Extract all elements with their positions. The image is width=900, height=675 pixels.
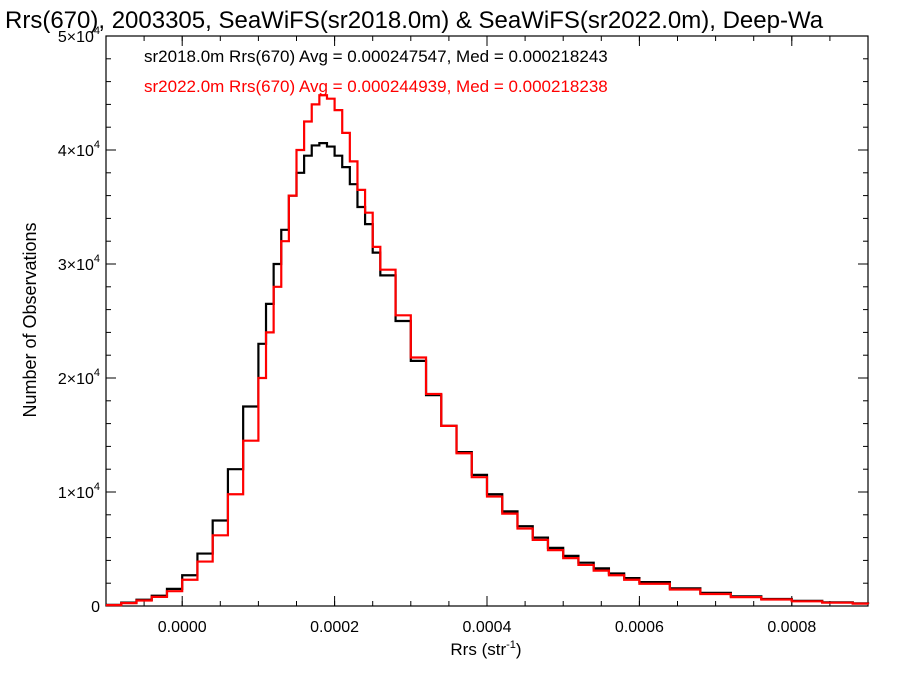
y-tick-base: 4×10 bbox=[58, 143, 94, 160]
y-tick-base: 0 bbox=[91, 599, 100, 616]
legend-entry: sr2022.0m Rrs(670) Avg = 0.000244939, Me… bbox=[144, 77, 608, 96]
y-tick-exponent: 4 bbox=[94, 481, 100, 493]
y-tick-label: 3×104 bbox=[58, 253, 100, 274]
y-tick-label: 4×104 bbox=[58, 139, 100, 160]
y-tick-label: 0 bbox=[91, 599, 100, 616]
x-tick-label: 0.0002 bbox=[310, 619, 359, 636]
y-tick-exponent: 4 bbox=[94, 367, 100, 379]
y-tick-base: 3×10 bbox=[58, 257, 94, 274]
legend-entry: sr2018.0m Rrs(670) Avg = 0.000247547, Me… bbox=[144, 47, 608, 66]
series-layer bbox=[106, 94, 870, 607]
y-tick-exponent: 4 bbox=[94, 253, 100, 265]
y-tick-label: 2×104 bbox=[58, 367, 100, 388]
series-sr2022-line bbox=[106, 94, 870, 607]
y-tick-exponent: 4 bbox=[94, 25, 100, 37]
x-axis-label: Rrs (str-1) bbox=[450, 639, 521, 659]
x-tick-label: 0.0004 bbox=[463, 619, 512, 636]
y-tick-base: 2×10 bbox=[58, 371, 94, 388]
y-tick-base: 5×10 bbox=[58, 29, 94, 46]
y-tick-label: 1×104 bbox=[58, 481, 100, 502]
x-axis-ticks: 0.0000 0.0002 0.0004 0.0006 0.0008 bbox=[105, 36, 869, 636]
x-tick-label: 0.0006 bbox=[615, 619, 664, 636]
y-axis-label: Number of Observations bbox=[20, 222, 40, 417]
chart-title: Rrs(670), 2003305, SeaWiFS(sr2018.0m) & … bbox=[5, 7, 824, 34]
legend-annotations: sr2018.0m Rrs(670) Avg = 0.000247547, Me… bbox=[144, 47, 608, 96]
x-tick-label: 0.0000 bbox=[158, 619, 207, 636]
x-tick-label: 0.0008 bbox=[767, 619, 816, 636]
y-tick-exponent: 4 bbox=[94, 139, 100, 151]
y-tick-base: 1×10 bbox=[58, 485, 94, 502]
y-tick-label: 5×104 bbox=[58, 25, 100, 46]
